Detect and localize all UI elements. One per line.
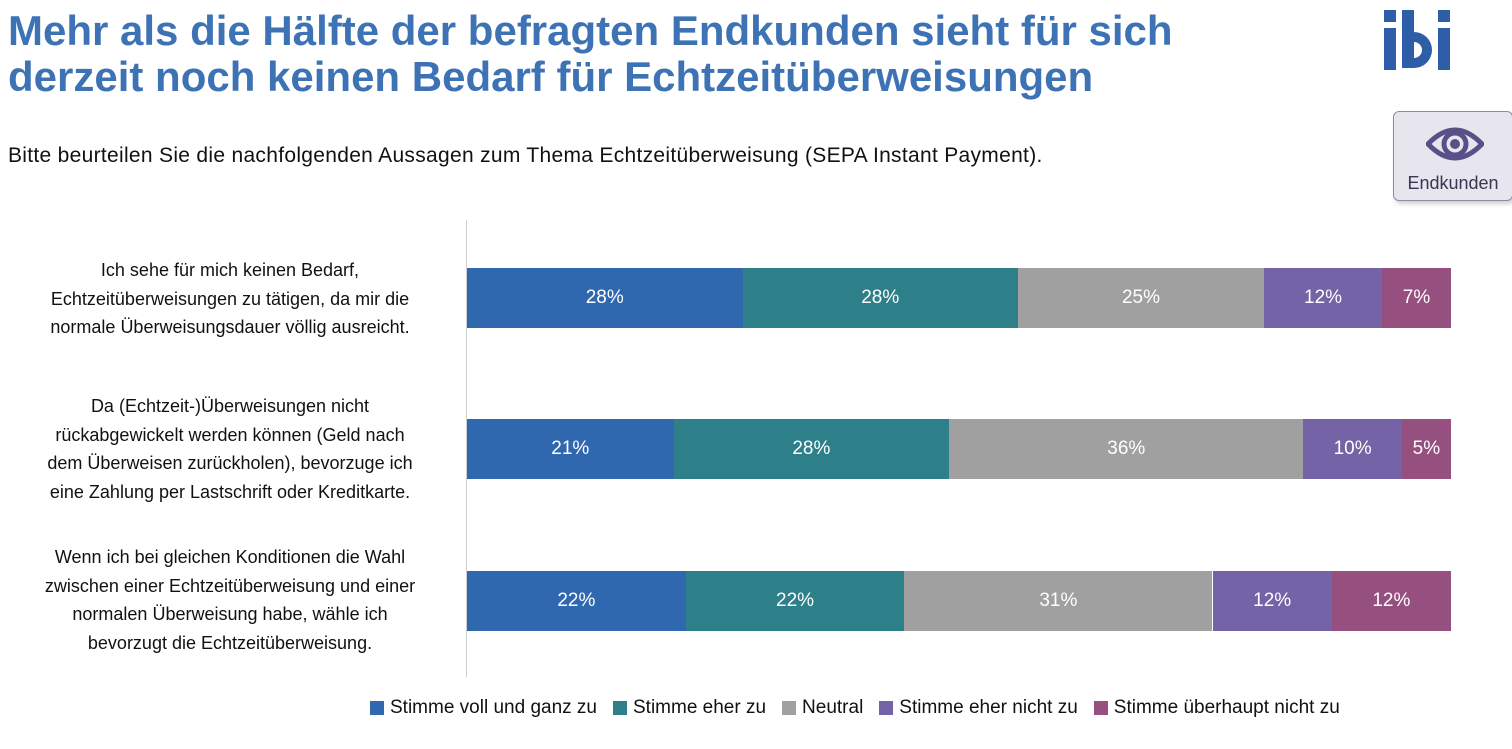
category-label-line: bevorzugt die Echtzeitüberweisung. — [87, 632, 373, 653]
data-label: 10% — [1333, 438, 1372, 459]
bar-segment: 5% — [1401, 419, 1451, 479]
chart-legend: Stimme voll und ganz zu Stimme eher zu Neu… — [370, 695, 1340, 721]
legend-label: Stimme eher zu — [633, 697, 767, 718]
data-label: 7% — [1402, 287, 1431, 308]
audience-badge: Endkunden — [1393, 111, 1512, 201]
bar-segment: 36% — [949, 419, 1304, 479]
bar-segment: 25% — [1018, 268, 1264, 328]
legend-item: Stimme überhaupt nicht zu — [1093, 697, 1340, 719]
slide-title-line-1: Mehr als die Hälfte der befragten Endkun… — [8, 7, 1173, 54]
bar-segment: 31% — [904, 571, 1213, 631]
category-label-line: normale Überweisungsdauer völlig ausreic… — [50, 317, 410, 337]
data-label: 22% — [557, 590, 596, 611]
category-label-line: eine Zahlung per Lastschrift oder Kredit… — [49, 481, 411, 502]
legend-swatch — [613, 701, 627, 715]
data-label: 28% — [792, 438, 831, 459]
data-label: 5% — [1412, 438, 1441, 459]
bar-segment: 28% — [467, 268, 743, 328]
category-label-1: Ich sehe für mich keinen Bedarf, Echtzei… — [6, 256, 454, 342]
question-text: Bitte beurteilen Sie die nachfolgenden A… — [8, 144, 1043, 167]
category-label-line: normalen Überweisung habe, wähle ich — [72, 604, 388, 624]
category-label-line: Da (Echtzeit-)Überweisungen nicht — [90, 396, 370, 416]
bar-segment: 12% — [1331, 571, 1451, 631]
category-label-line: dem Überweisen zurückholen), bevorzuge i… — [47, 453, 413, 473]
legend-item: Stimme eher zu — [613, 697, 766, 719]
category-label-line: Wenn ich bei gleichen Konditionen die Wa… — [54, 547, 406, 567]
category-axis-line — [466, 220, 467, 677]
bar-segment: 12% — [1264, 268, 1383, 328]
slide-title-line-2: derzeit noch keinen Bedarf für Echtzeitü… — [8, 53, 1094, 100]
legend-label: Stimme eher nicht zu — [899, 697, 1078, 718]
data-label: 22% — [776, 590, 815, 611]
legend-item: Neutral — [782, 697, 863, 719]
bar-segment: 7% — [1382, 268, 1451, 328]
data-label: 25% — [1121, 287, 1161, 308]
data-label: 36% — [1107, 438, 1146, 459]
bar-segment: 21% — [467, 419, 674, 479]
data-label: 12% — [1304, 287, 1343, 308]
legend-label: Stimme überhaupt nicht zu — [1113, 697, 1340, 718]
category-label-line: zwischen einer Echtzeitüberweisung und e… — [44, 575, 416, 596]
bar-segment: 22% — [467, 571, 686, 631]
data-label: 12% — [1372, 590, 1411, 611]
category-label-line: Ich sehe für mich keinen Bedarf, — [100, 260, 360, 280]
legend-item: Stimme eher nicht zu — [879, 697, 1078, 719]
slide-title: Mehr als die Hälfte der befragten Endkun… — [8, 8, 1308, 100]
legend-label: Stimme voll und ganz zu — [390, 697, 597, 718]
category-label-2: Da (Echtzeit-)Überweisungen nicht rückab… — [6, 392, 454, 506]
ibi-logo: ibi — [1378, 8, 1450, 70]
legend-swatch — [879, 701, 894, 715]
data-label: 28% — [585, 287, 624, 308]
svg-text:ibi: ibi — [1378, 8, 1380, 9]
category-label-line: rückabgewickelt werden können (Geld nach — [55, 424, 405, 445]
legend-swatch — [370, 701, 384, 715]
data-label: 31% — [1039, 590, 1078, 611]
data-label: 21% — [551, 438, 590, 459]
legend-item: Stimme voll und ganz zu — [370, 697, 597, 719]
bar-segment: 10% — [1303, 419, 1402, 479]
data-label: 28% — [861, 287, 900, 308]
badge-label: Endkunden — [1407, 173, 1499, 193]
category-label-line: Echtzeitüberweisungen zu tätigen, da mir… — [50, 288, 410, 309]
data-label: 12% — [1253, 590, 1292, 611]
legend-swatch — [1093, 701, 1108, 715]
bar-segment: 22% — [685, 571, 905, 631]
legend-label: Neutral — [802, 697, 864, 718]
bar-segment: 28% — [673, 419, 950, 479]
bar-segment: 12% — [1212, 571, 1332, 631]
eye-icon — [1426, 127, 1484, 161]
bar-segment: 28% — [742, 268, 1018, 328]
stacked-bar-chart: Ich sehe für mich keinen Bedarf, Echtzei… — [0, 220, 1512, 680]
category-label-3: Wenn ich bei gleichen Konditionen die Wa… — [6, 543, 454, 657]
legend-swatch — [782, 701, 797, 715]
